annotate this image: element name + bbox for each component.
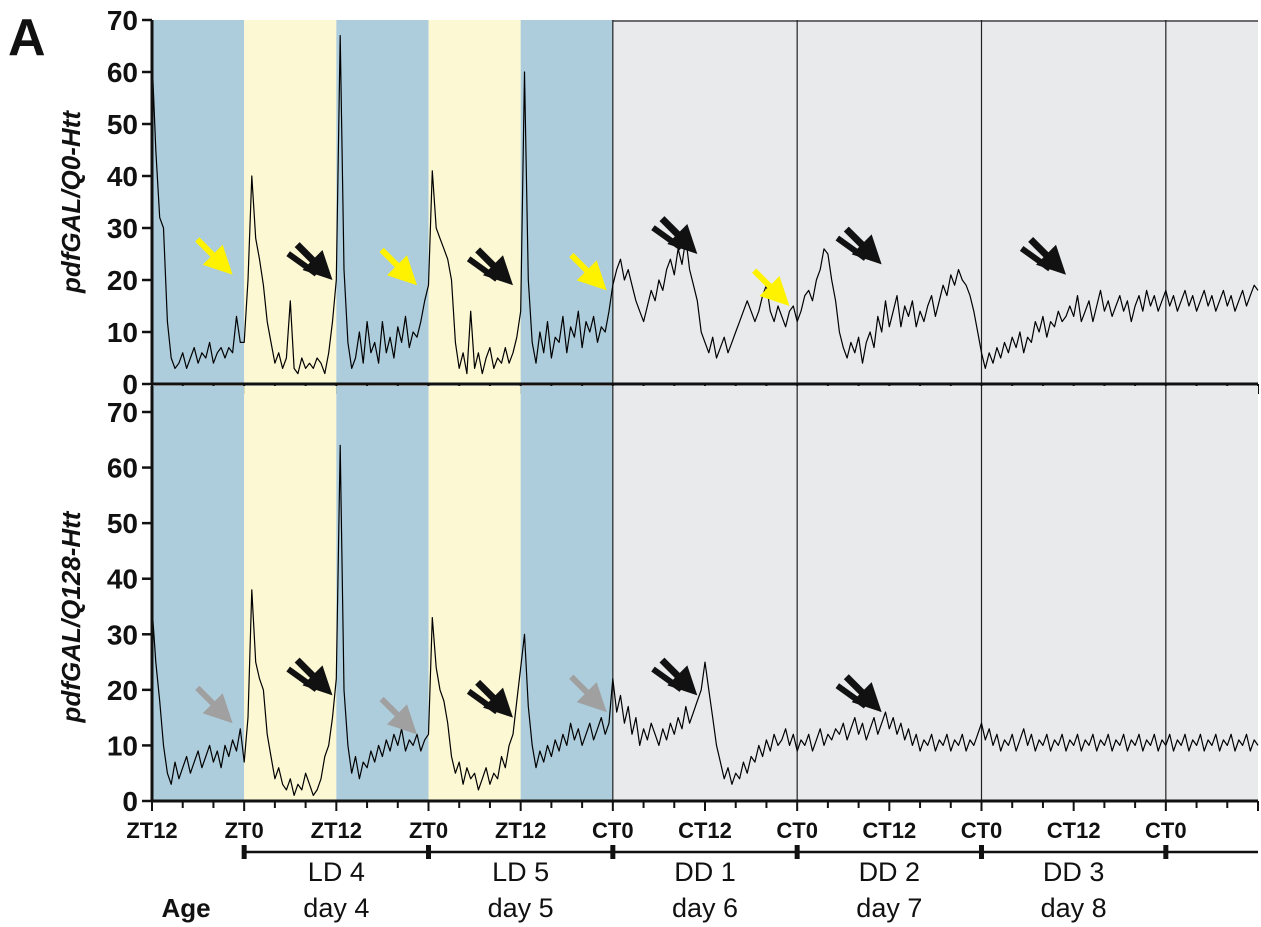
age-bracket-tick (426, 845, 431, 859)
y-tick-label: 50 (107, 508, 138, 539)
age-group-day: day 8 (1041, 893, 1107, 923)
panel-q128-htt: 0 10 20 30 40 50 60 70 pdfGAL/Q128-Htt (56, 386, 1259, 817)
phase-band-dark (152, 386, 245, 801)
phase-band-light (428, 386, 521, 801)
x-axis: ZT12 ZT0 ZT12 ZT0 ZT12 CT0 CT12 CT0 CT12 CT0 CT12 C… (126, 818, 1258, 923)
arrow-yellow-head (202, 244, 233, 275)
y-tick-label: 70 (107, 397, 138, 428)
phase-band-light (428, 20, 521, 384)
x-tick-label: CT0 (961, 818, 1003, 843)
age-bracket-tick (794, 845, 800, 859)
x-tick-label: ZT12 (311, 818, 362, 843)
y-tick-label: 10 (107, 730, 138, 761)
age-group-label: LD 4 (308, 857, 365, 887)
arrow-black-head (482, 687, 513, 718)
age-group-label: DD 1 (674, 857, 736, 887)
arrow-black-head (302, 665, 333, 696)
arrow-yellow-head (576, 260, 607, 291)
y-tick-label: 30 (107, 213, 138, 244)
age-bracket-tick (241, 845, 247, 859)
y-tick-label: 40 (107, 564, 138, 595)
phase-band-dark (336, 20, 429, 384)
phase-band-dark (152, 20, 245, 384)
x-tick-label: CT12 (862, 818, 916, 843)
arrow-black-head (482, 255, 513, 286)
age-bracket-tick (610, 845, 616, 859)
age-label: Age (161, 893, 210, 923)
arrow-yellow-head (386, 255, 417, 286)
x-tick-label: ZT12 (495, 818, 546, 843)
age-bracket-tick (1163, 845, 1169, 859)
x-tick-label: CT12 (1047, 818, 1101, 843)
arrow-black-head (1035, 244, 1066, 275)
age-group-day: day 4 (303, 893, 369, 923)
y-tick-label: 0 (122, 786, 138, 817)
phase-band-dark (336, 386, 429, 801)
panel-q0-htt: 0 10 20 30 40 50 60 70 pdfGAL/Q0-Htt (56, 5, 1259, 400)
arrow-black-head (851, 234, 882, 265)
phase-band-dd (612, 20, 1258, 384)
arrow-black-head (667, 224, 698, 254)
age-group-day: day 7 (856, 893, 922, 923)
age-group-label: DD 3 (1043, 857, 1105, 887)
activity-trace (151, 444, 1259, 797)
arrow-black-head (302, 250, 333, 280)
arrow-black-head (851, 682, 882, 713)
y-tick-label: 20 (107, 675, 138, 706)
x-tick-label: ZT12 (126, 818, 177, 843)
arrow-yellow-head (759, 276, 790, 306)
y-tick-label: 40 (107, 161, 138, 192)
x-tick-label: CT12 (678, 818, 732, 843)
x-tick-label: CT0 (592, 818, 634, 843)
x-tick-label: CT0 (776, 818, 818, 843)
arrow-gray-head (386, 704, 417, 735)
y-tick-label: 10 (107, 317, 138, 348)
age-group-label: LD 5 (492, 857, 549, 887)
x-tick-label: CT0 (1145, 818, 1187, 843)
y-axis-title: pdfGAL/Q0-Htt (56, 110, 86, 294)
phase-band-light (244, 20, 337, 384)
age-bracket-tick (979, 845, 984, 859)
activity-trace (151, 34, 1259, 375)
y-tick-label: 50 (107, 109, 138, 140)
phase-band-dark (520, 386, 613, 801)
y-tick-label: 20 (107, 265, 138, 296)
phase-band-light (244, 386, 337, 801)
phase-band-dd (612, 386, 1258, 801)
age-group-day: day 6 (672, 893, 738, 923)
arrow-gray-head (576, 682, 607, 713)
panel-label: A (8, 9, 46, 67)
arrow-black-head (667, 665, 698, 696)
arrow-gray-head (202, 693, 233, 724)
age-group-label: DD 2 (859, 857, 921, 887)
phase-band-dark (520, 20, 613, 384)
x-tick-label: ZT0 (409, 818, 448, 843)
y-axis-title: pdfGAL/Q128-Htt (56, 510, 86, 723)
y-tick-label: 30 (107, 619, 138, 650)
y-tick-label: 60 (107, 453, 138, 484)
age-group-day: day 5 (488, 893, 554, 923)
y-tick-label: 0 (122, 369, 138, 400)
y-tick-label: 70 (107, 5, 138, 36)
y-tick-label: 60 (107, 57, 138, 88)
x-tick-label: ZT0 (225, 818, 264, 843)
